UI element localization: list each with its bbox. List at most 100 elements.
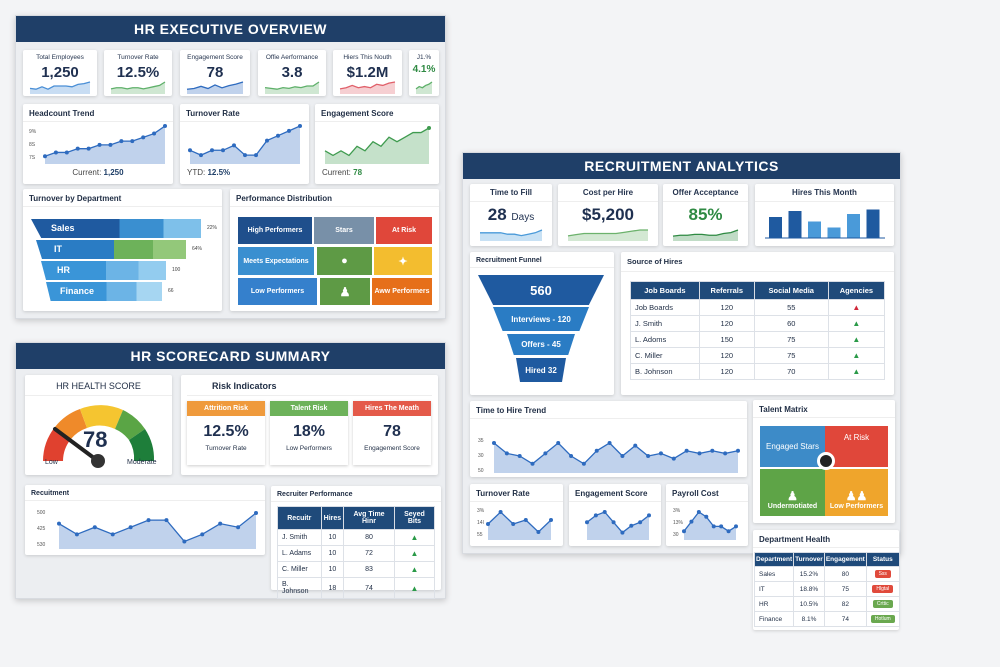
data-point <box>232 143 236 148</box>
kpi-card[interactable]: Total Employees 1,250 <box>23 50 97 96</box>
low-performers-tile[interactable]: Low Performers <box>238 278 317 305</box>
talent-matrix-card[interactable]: Talent Matrix Engaged Stars At Risk ♟ Und… <box>753 400 895 523</box>
kpi-card[interactable]: Time to Fill 28 Days <box>470 184 552 246</box>
column-header[interactable]: Turnover <box>793 552 825 567</box>
group-icon: ♟♟ <box>845 489 868 503</box>
table-row[interactable]: Sales 15.2% 80 Sss <box>753 566 900 582</box>
table-row[interactable]: J. Smith 10 80 ▲ <box>277 529 436 546</box>
table-row[interactable]: C. Miller 120 75 ▲ <box>630 347 886 364</box>
column-header[interactable]: Job Boards <box>630 281 700 300</box>
column-header[interactable]: Agencies <box>827 281 886 300</box>
footer-label: Current: <box>322 168 351 177</box>
column-header[interactable]: Status <box>865 552 900 567</box>
kpi-card[interactable]: J1.% 4.1% <box>409 50 439 96</box>
data-point <box>130 139 135 144</box>
risk-indicators-card[interactable]: Risk Indicators Attrition Risk 12.5% Tur… <box>181 375 438 475</box>
column-header[interactable]: Seyed Bits <box>393 506 436 530</box>
funnel-stage-hired[interactable]: Hired 32 <box>516 358 566 382</box>
area-fill <box>480 230 542 241</box>
risk-indicator[interactable]: Attrition Risk 12.5% Turnover Rate <box>187 401 265 465</box>
hires-bar <box>827 227 841 238</box>
data-point <box>719 524 724 529</box>
hires-bar <box>847 214 860 238</box>
table-cell: 55 <box>753 299 829 316</box>
recruitment-chart-card[interactable]: Recuitment 500 425 530 <box>25 485 265 555</box>
kpi-card[interactable]: Cost per Hire $5,200 <box>558 184 658 246</box>
table-row[interactable]: L. Adoms 150 75 ▲ <box>630 331 886 348</box>
table-cell: C. Miller <box>277 561 322 578</box>
column-header[interactable]: Recuitr <box>277 506 322 530</box>
department-bar[interactable]: Finance <box>46 282 162 301</box>
table-row[interactable]: L. Adams 10 72 ▲ <box>277 545 436 562</box>
turnover-by-department-card[interactable]: Turnover by Department Sales 22% IT 64% HR… <box>23 189 222 311</box>
low-performers-tile[interactable]: ♟♟ Low Performers <box>825 469 888 516</box>
source-of-hires-card[interactable]: Source of Hires Job Boards Referrals Socia… <box>621 252 894 395</box>
performance-distribution-card[interactable]: Performance Distribution High Performers… <box>230 189 439 311</box>
risk-value: 78 <box>383 423 401 440</box>
data-point <box>110 532 115 537</box>
department-bar[interactable]: HR <box>41 261 166 280</box>
column-header[interactable]: Hires <box>320 506 345 530</box>
data-point <box>210 148 214 153</box>
at-risk-tile[interactable]: At Risk <box>376 217 432 244</box>
hires-this-month-card[interactable]: Hires This Month <box>755 184 894 246</box>
funnel-stage-offers[interactable]: Offers - 45 <box>507 334 575 355</box>
high-performers-tile[interactable]: High Performers <box>238 217 312 244</box>
recruitment-funnel-card[interactable]: Recruitment Funnel 560 Interviews - 120 … <box>470 252 614 395</box>
kpi-card[interactable]: Engagement Score 78 <box>180 50 250 96</box>
table-row[interactable]: Finance 8.1% 74 Hotlum <box>753 611 900 627</box>
table-row[interactable]: HR 10.5% 82 Crttic <box>753 596 900 612</box>
trend-cell: ▲ <box>827 331 886 348</box>
funnel-stage-interviews[interactable]: Interviews - 120 <box>493 307 589 331</box>
mini-chart-card[interactable]: Payroll Cost 3% 13% 30 <box>666 484 748 546</box>
table-cell: C. Miller <box>630 347 700 364</box>
department-bar[interactable]: Sales <box>31 219 201 238</box>
recruiter-performance-card[interactable]: Recruiter Performance Recuitr Hires Avg Ti… <box>271 486 441 599</box>
kpi-sparkline <box>264 81 320 94</box>
data-point <box>243 153 247 158</box>
column-header[interactable]: Avg Time Hinr <box>343 506 395 530</box>
y-tick: 425 <box>37 526 46 532</box>
kpi-value: 28 <box>487 205 507 224</box>
department-health-card[interactable]: Department Health Department Turnover Enga… <box>753 530 900 630</box>
kpi-card[interactable]: Offer Acceptance 85% <box>663 184 748 246</box>
column-header[interactable]: Department <box>753 552 795 567</box>
column-header[interactable]: Referrals <box>698 281 755 300</box>
series-line <box>480 229 543 237</box>
table-header-row: Job Boards Referrals Social Media Agencies <box>630 281 886 300</box>
column-header[interactable]: Engagement <box>823 552 867 567</box>
aww-performers-tile[interactable]: Aww Performers <box>372 278 432 305</box>
card-title: Recruiter Performance <box>271 486 441 502</box>
kpi-card[interactable]: Turnover Rate 12.5% <box>104 50 172 96</box>
y-tick: 30 <box>478 453 484 459</box>
at-risk-tile[interactable]: At Risk <box>825 426 888 467</box>
risk-indicator[interactable]: Hires The Meath 78 Engagement Score <box>353 401 431 465</box>
headcount-trend-card[interactable]: Headcount Trend 9% 8S 7S Current: 1,250 <box>23 104 173 184</box>
turnover-rate-card[interactable]: Turnover Rate YTD: 12.5% <box>180 104 309 184</box>
tile-label: Low Performers <box>829 503 884 510</box>
mini-chart-card[interactable]: Turnover Rate 3% 14I 55 <box>470 484 563 546</box>
table-row[interactable]: B. Johnson 18 74 ▲ <box>277 577 436 599</box>
recruitment-chart <box>57 511 258 549</box>
undermotivated-tile[interactable]: ♟ Undermotiated <box>760 469 825 516</box>
mini-chart-card[interactable]: Engagement Score <box>569 484 661 546</box>
meets-expectations-tile[interactable]: Meets Expectations <box>238 247 314 275</box>
department-bar[interactable]: IT <box>36 240 186 259</box>
kpi-card[interactable]: Hiers This Nouth $1.2M <box>333 50 402 96</box>
hr-health-score-card[interactable]: HR HEALTH SCORE 78 Low Moderate <box>25 375 172 475</box>
table-row[interactable]: IT 18.8% 75 Hlgtal <box>753 581 900 597</box>
table-row[interactable]: C. Miller 10 83 ▲ <box>277 561 436 578</box>
department-label: Finance <box>60 286 95 296</box>
funnel-stage-applicants[interactable]: 560 <box>478 275 604 305</box>
column-header[interactable]: Social Media <box>753 281 829 300</box>
table-row[interactable]: J. Smith 120 60 ▲ <box>630 315 886 332</box>
kpi-label: Hiers This Nouth <box>343 54 392 61</box>
time-to-hire-trend-card[interactable]: Time to Hire Trend 35 30 50 <box>470 401 747 477</box>
risk-indicator[interactable]: Talent Risk 18% Low Performers <box>270 401 348 465</box>
table-row[interactable]: B. Johnson 120 70 ▲ <box>630 363 886 380</box>
table-row[interactable]: Job Boards 120 55 ▲ <box>630 299 886 316</box>
stars-tile[interactable]: Stars <box>314 217 374 244</box>
kpi-card[interactable]: Offie Aerformance 3.8 <box>258 50 326 96</box>
engagement-score-card[interactable]: Engagement Score Current: 78 <box>315 104 439 184</box>
engaged-stars-tile[interactable]: Engaged Stars <box>760 426 825 467</box>
